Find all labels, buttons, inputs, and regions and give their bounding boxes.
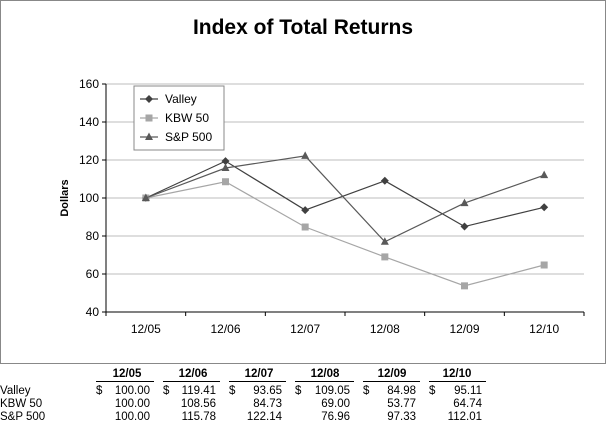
data-point <box>380 237 389 245</box>
table-cell: 97.33 <box>387 411 416 423</box>
table-header-cell: 12/10 <box>442 368 472 380</box>
chart-title: Index of Total Returns <box>193 16 413 39</box>
y-tick-label: 60 <box>86 267 100 281</box>
y-tick-label: 100 <box>79 191 99 205</box>
table-cell: 95.11 <box>454 385 482 397</box>
table-cell: 84.73 <box>253 398 282 410</box>
legend-marker <box>145 132 153 140</box>
table-header-cell: 12/08 <box>310 368 340 380</box>
y-tick-label: 40 <box>86 305 100 319</box>
table-cell: 100.00 <box>114 385 150 397</box>
legend-item: Valley <box>140 92 197 106</box>
x-tick-label: 12/06 <box>210 322 240 336</box>
header-underline <box>363 381 420 382</box>
table-cell: 122.14 <box>246 411 282 423</box>
table-cell: 64.74 <box>453 398 482 410</box>
table-cell: 69.00 <box>321 398 350 410</box>
data-point <box>380 176 389 185</box>
table-header-cell: 12/05 <box>112 368 142 380</box>
table-header-cell: 12/06 <box>178 368 208 380</box>
data-point <box>221 163 230 172</box>
y-tick-label: 120 <box>79 153 99 167</box>
legend-marker <box>145 114 153 122</box>
data-point <box>301 223 309 231</box>
table-cell: 93.65 <box>253 385 282 397</box>
legend-item: KBW 50 <box>140 111 209 125</box>
line-chart: Index of Total Returns Dollars 40 60 80 100… <box>59 16 585 336</box>
currency-symbol: $ <box>163 385 170 397</box>
table-cell: 100.00 <box>114 411 150 423</box>
data-point <box>222 178 229 186</box>
header-underline <box>163 381 220 382</box>
table-row-label: S&P 500 <box>0 411 46 423</box>
x-tick-label: 12/08 <box>370 322 400 336</box>
x-tick-label: 12/09 <box>449 322 479 336</box>
data-point <box>461 282 468 290</box>
currency-symbol: $ <box>363 385 370 397</box>
y-tick-label: 160 <box>79 77 99 91</box>
legend-marker <box>145 95 153 103</box>
table-cell: 53.77 <box>387 398 416 410</box>
table-row-label: KBW 50 <box>0 398 43 410</box>
series-lines <box>141 151 549 290</box>
table-cell: 108.56 <box>180 398 216 410</box>
data-point <box>460 222 469 231</box>
y-tick-label: 140 <box>79 115 99 129</box>
table-cell: 119.41 <box>181 385 216 397</box>
y-tick-label: 80 <box>86 229 100 243</box>
legend-label: Valley <box>165 92 197 106</box>
series-line <box>145 160 545 228</box>
currency-symbol: $ <box>229 385 236 397</box>
header-underline <box>429 381 486 382</box>
x-tick-label: 12/07 <box>290 322 320 336</box>
table-cell: 115.78 <box>181 411 216 423</box>
x-tick-label: 12/10 <box>529 322 559 336</box>
returns-table: 12/05 12/06 12/07 12/08 12/09 12/10 Valley $100… <box>0 368 606 428</box>
y-axis-label: Dollars <box>59 179 71 216</box>
currency-symbol: $ <box>429 385 436 397</box>
series-s-p-500 <box>141 151 549 245</box>
data-point <box>460 198 469 207</box>
legend-item: S&P 500 <box>140 130 212 144</box>
series-line <box>145 155 545 243</box>
data-point <box>540 170 549 179</box>
header-underline <box>229 381 286 382</box>
header-underline <box>96 381 154 382</box>
table-row-label: Valley <box>0 385 31 397</box>
data-point <box>301 151 310 159</box>
data-point <box>381 253 389 261</box>
table-cell: 100.00 <box>114 398 150 410</box>
table-header-cell: 12/09 <box>377 368 407 380</box>
table-cell: 109.05 <box>314 385 350 397</box>
currency-symbol: $ <box>96 385 103 397</box>
data-point <box>540 203 549 212</box>
legend-label: S&P 500 <box>165 130 212 144</box>
legend: Valley KBW 50 S&P 500 <box>133 85 225 151</box>
data-point <box>301 206 310 215</box>
data-point <box>141 193 150 201</box>
x-tick-label: 12/05 <box>131 322 161 336</box>
table-cell: 84.98 <box>387 385 416 397</box>
legend-label: KBW 50 <box>165 111 209 125</box>
currency-symbol: $ <box>295 385 302 397</box>
series-valley <box>141 157 549 231</box>
table-cell: 112.01 <box>447 411 482 423</box>
series-line <box>145 181 545 287</box>
data-point <box>540 261 548 269</box>
table-header-cell: 12/07 <box>244 368 274 380</box>
table-cell: 76.96 <box>321 411 350 423</box>
data-point <box>221 157 230 166</box>
axes: 40 60 80 100 120 140 160 12/05 12/06 12/07 12/08 12… <box>79 77 585 336</box>
header-underline <box>295 381 354 382</box>
